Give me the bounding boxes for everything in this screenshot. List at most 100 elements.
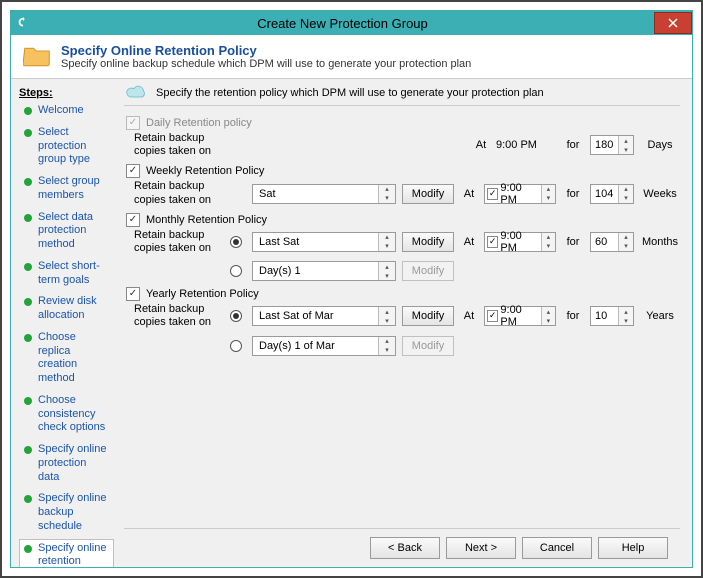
step-2[interactable]: Select protection group type [19, 123, 114, 170]
monthly-time-select[interactable]: 9:00 PM ▴▾ [484, 232, 556, 252]
monthly-row-1: Retain backup copies taken on Last Sat ▴… [134, 229, 680, 255]
spin-down[interactable]: ▾ [379, 242, 395, 251]
spin-up[interactable]: ▴ [619, 233, 633, 242]
weekly-count-spinner[interactable]: 104 ▴▾ [590, 184, 634, 204]
yearly-checkbox-row: Yearly Retention Policy [126, 287, 680, 301]
yearly-row-2: Day(s) 1 of Mar ▴▾ Modify [134, 336, 680, 356]
yearly-dayofmonth-select[interactable]: Day(s) 1 of Mar ▴▾ [252, 336, 396, 356]
weekly-at-label: At [460, 188, 478, 200]
step-bullet-icon [24, 298, 32, 306]
spin-up[interactable]: ▴ [379, 337, 395, 346]
monthly-unit: Months [640, 236, 680, 248]
yearly-relative-select[interactable]: Last Sat of Mar ▴▾ [252, 306, 396, 326]
spin-up[interactable]: ▴ [542, 233, 555, 242]
spin-down[interactable]: ▾ [379, 346, 395, 355]
spin-down[interactable]: ▾ [619, 194, 633, 203]
spin-down[interactable]: ▾ [542, 316, 555, 325]
yearly-modify-button-1[interactable]: Modify [402, 306, 454, 326]
monthly-radio-relative[interactable] [230, 236, 242, 248]
weekly-checkbox[interactable] [126, 164, 140, 178]
wizard-window: Create New Protection Group Specify Onli… [10, 10, 693, 568]
daily-time: 9:00 PM [496, 139, 556, 151]
spin-up[interactable]: ▴ [379, 307, 395, 316]
step-label: Select group members [38, 175, 109, 203]
daily-count-spinner[interactable]: 180 ▴▾ [590, 135, 634, 155]
spin-up[interactable]: ▴ [619, 185, 633, 194]
yearly-row-1: Retain backup copies taken on Last Sat o… [134, 303, 680, 329]
spin-down[interactable]: ▾ [542, 242, 555, 251]
step-bullet-icon [24, 334, 32, 342]
spin-down[interactable]: ▾ [619, 316, 633, 325]
yearly-checkbox[interactable] [126, 287, 140, 301]
back-button[interactable]: < Back [370, 537, 440, 559]
spin-down[interactable]: ▾ [379, 271, 395, 280]
monthly-modify-button-2: Modify [402, 261, 454, 281]
step-10[interactable]: Specify online backup schedule [19, 489, 114, 536]
weekly-modify-button[interactable]: Modify [402, 184, 454, 204]
spin-down[interactable]: ▾ [619, 145, 633, 154]
step-5[interactable]: Select short-term goals [19, 257, 114, 291]
monthly-modify-button-1[interactable]: Modify [402, 232, 454, 252]
step-8[interactable]: Choose consistency check options [19, 391, 114, 438]
yearly-option2: Day(s) 1 of Mar [259, 340, 335, 352]
step-label: Select protection group type [38, 126, 109, 167]
weekly-time-select[interactable]: 9:00 PM ▴▾ [484, 184, 556, 204]
yearly-checkbox-label: Yearly Retention Policy [146, 288, 259, 300]
step-11[interactable]: Specify online retention policy [19, 539, 114, 568]
spin-up[interactable]: ▴ [542, 307, 555, 316]
monthly-dayofmonth-select[interactable]: Day(s) 1 ▴▾ [252, 261, 396, 281]
weekly-option: Sat [259, 188, 276, 200]
monthly-option2: Day(s) 1 [259, 265, 301, 277]
weekly-day-select[interactable]: Sat ▴▾ [252, 184, 396, 204]
daily-retain-label: Retain backup copies taken on [134, 132, 224, 158]
spin-up[interactable]: ▴ [379, 185, 395, 194]
monthly-count-spinner[interactable]: 60 ▴▾ [590, 232, 634, 252]
yearly-radio-relative[interactable] [230, 310, 242, 322]
spin-down[interactable]: ▾ [379, 316, 395, 325]
step-9[interactable]: Specify online protection data [19, 440, 114, 487]
spin-down[interactable]: ▾ [542, 194, 555, 203]
wizard-footer: < Back Next > Cancel Help [124, 528, 680, 567]
next-button[interactable]: Next > [446, 537, 516, 559]
yearly-for-label: for [562, 310, 584, 322]
close-button[interactable] [654, 12, 692, 34]
monthly-time-check[interactable] [487, 236, 498, 248]
weekly-retain-label: Retain backup copies taken on [134, 180, 224, 206]
step-bullet-icon [24, 446, 32, 454]
step-7[interactable]: Choose replica creation method [19, 328, 114, 389]
yearly-count-spinner[interactable]: 10 ▴▾ [590, 306, 634, 326]
yearly-retain-label: Retain backup copies taken on [134, 303, 224, 329]
step-label: Choose consistency check options [38, 394, 109, 435]
yearly-time-select[interactable]: 9:00 PM ▴▾ [484, 306, 556, 326]
step-1[interactable]: Welcome [19, 101, 114, 121]
monthly-radio-dayofmonth[interactable] [230, 265, 242, 277]
monthly-checkbox[interactable] [126, 213, 140, 227]
step-bullet-icon [24, 397, 32, 405]
spin-down[interactable]: ▾ [379, 194, 395, 203]
step-label: Review disk allocation [38, 295, 109, 323]
monthly-option1: Last Sat [259, 236, 299, 248]
monthly-row-2: Day(s) 1 ▴▾ Modify [134, 261, 680, 281]
monthly-relative-select[interactable]: Last Sat ▴▾ [252, 232, 396, 252]
step-4[interactable]: Select data protection method [19, 208, 114, 255]
cancel-button[interactable]: Cancel [522, 537, 592, 559]
yearly-time-check[interactable] [487, 310, 498, 322]
weekly-time-check[interactable] [487, 188, 498, 200]
spin-up[interactable]: ▴ [542, 185, 555, 194]
titlebar: Create New Protection Group [11, 11, 692, 35]
spin-up[interactable]: ▴ [379, 262, 395, 271]
help-button[interactable]: Help [598, 537, 668, 559]
spin-up[interactable]: ▴ [619, 136, 633, 145]
spin-up[interactable]: ▴ [619, 307, 633, 316]
spin-up[interactable]: ▴ [379, 233, 395, 242]
step-label: Welcome [38, 104, 84, 118]
weekly-checkbox-label: Weekly Retention Policy [146, 165, 264, 177]
yearly-radio-dayofmonth[interactable] [230, 340, 242, 352]
daily-checkbox-label: Daily Retention policy [146, 117, 252, 129]
spin-down[interactable]: ▾ [619, 242, 633, 251]
yearly-at-label: At [460, 310, 478, 322]
daily-at-label: At [472, 139, 490, 151]
step-3[interactable]: Select group members [19, 172, 114, 206]
monthly-time: 9:00 PM [500, 230, 538, 254]
step-6[interactable]: Review disk allocation [19, 292, 114, 326]
